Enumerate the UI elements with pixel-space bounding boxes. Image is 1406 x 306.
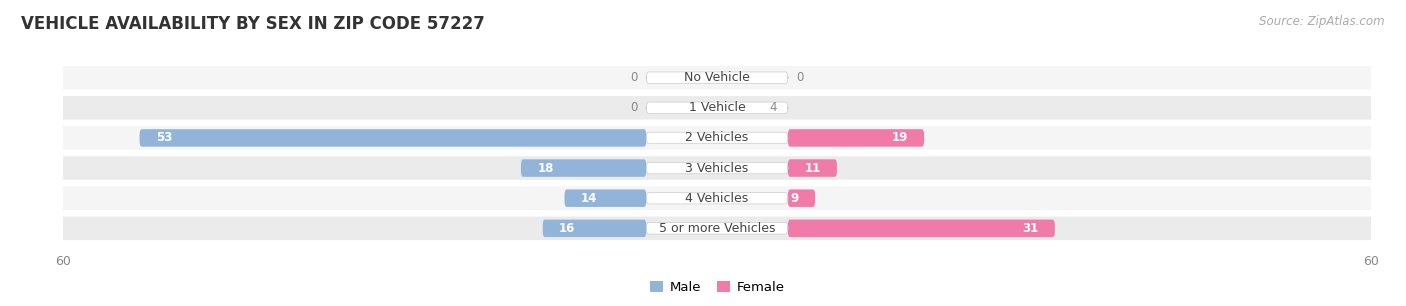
Text: VEHICLE AVAILABILITY BY SEX IN ZIP CODE 57227: VEHICLE AVAILABILITY BY SEX IN ZIP CODE … [21,15,485,33]
Text: 0: 0 [797,71,804,84]
Text: 11: 11 [804,162,821,174]
FancyBboxPatch shape [787,189,815,207]
Text: 18: 18 [537,162,554,174]
Text: 4 Vehicles: 4 Vehicles [686,192,748,205]
Text: 3 Vehicles: 3 Vehicles [686,162,748,174]
FancyBboxPatch shape [139,129,647,147]
FancyBboxPatch shape [647,222,787,234]
FancyBboxPatch shape [565,189,647,207]
Text: 5 or more Vehicles: 5 or more Vehicles [659,222,775,235]
Text: 4: 4 [769,101,778,114]
FancyBboxPatch shape [787,159,837,177]
Text: 19: 19 [891,132,908,144]
FancyBboxPatch shape [647,192,787,204]
Text: 31: 31 [1022,222,1039,235]
FancyBboxPatch shape [58,126,1376,150]
Text: No Vehicle: No Vehicle [685,71,749,84]
FancyBboxPatch shape [647,132,787,144]
FancyBboxPatch shape [787,129,924,147]
Text: 16: 16 [560,222,575,235]
FancyBboxPatch shape [787,220,1054,237]
Text: 0: 0 [630,101,637,114]
Text: 1 Vehicle: 1 Vehicle [689,101,745,114]
Legend: Male, Female: Male, Female [644,276,790,299]
FancyBboxPatch shape [647,162,787,174]
FancyBboxPatch shape [647,102,787,114]
Text: 53: 53 [156,132,173,144]
Text: 9: 9 [790,192,799,205]
FancyBboxPatch shape [647,72,787,84]
FancyBboxPatch shape [58,186,1376,210]
FancyBboxPatch shape [58,66,1376,89]
FancyBboxPatch shape [543,220,647,237]
Text: 2 Vehicles: 2 Vehicles [686,132,748,144]
Text: Source: ZipAtlas.com: Source: ZipAtlas.com [1260,15,1385,28]
FancyBboxPatch shape [58,156,1376,180]
Text: 14: 14 [581,192,598,205]
Text: 0: 0 [630,71,637,84]
FancyBboxPatch shape [58,217,1376,240]
FancyBboxPatch shape [58,96,1376,120]
FancyBboxPatch shape [520,159,647,177]
